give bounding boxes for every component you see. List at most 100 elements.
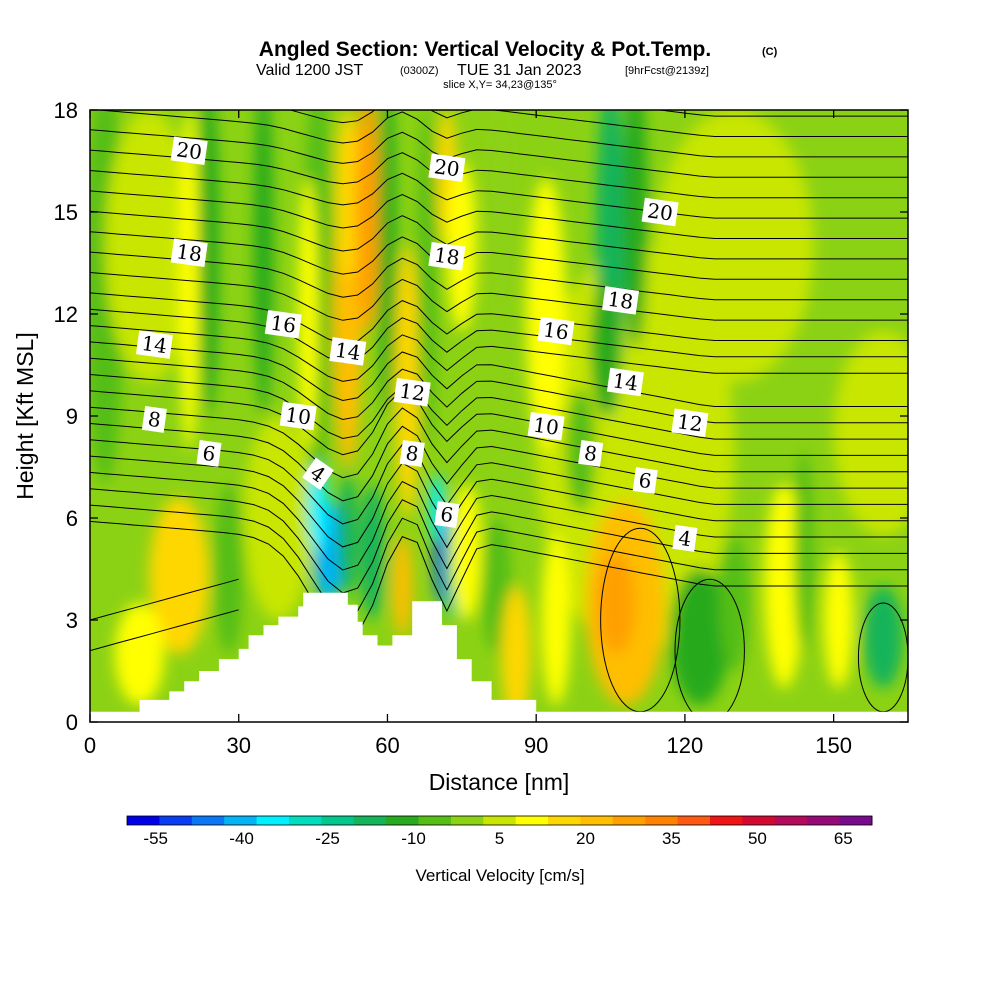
valid-time-zulu: (0300Z) xyxy=(400,65,439,77)
colorbar-tick-label: -55 xyxy=(143,829,168,848)
colorbar-swatch xyxy=(418,816,452,825)
w-up-lee-63 xyxy=(392,535,413,637)
colorbar-swatch xyxy=(224,816,258,825)
contour-label-text: 6 xyxy=(637,468,653,494)
theta-contour xyxy=(90,251,908,301)
contour-label-text: 10 xyxy=(284,402,313,429)
contour-label-text: 12 xyxy=(676,409,705,436)
theta-contour xyxy=(90,471,908,571)
colorbar-ticks: -55 -40 -25 -10 5 20 35 50 65 xyxy=(143,829,852,848)
y-tick-label: 12 xyxy=(54,302,78,327)
colorbar-tick-label: 20 xyxy=(576,829,595,848)
y-tick-label: 3 xyxy=(66,608,78,633)
contour-label-bg xyxy=(329,337,367,366)
theta-contour xyxy=(90,190,908,239)
colorbar-swatch xyxy=(515,816,549,825)
contour-label-text: 18 xyxy=(606,287,635,314)
theta-contour xyxy=(90,272,908,321)
colorbar-swatch xyxy=(256,816,290,825)
contour-label: 6 xyxy=(632,467,658,495)
forecast-info: [9hrFcst@2139z] xyxy=(625,65,709,77)
contour-label: 20 xyxy=(641,197,679,227)
theta-contour xyxy=(90,325,908,382)
x-tick-label: 0 xyxy=(84,733,96,758)
contour-label: 18 xyxy=(428,241,466,271)
colorbar-swatch xyxy=(612,816,646,825)
y-axis-label: Height [Kft MSL] xyxy=(12,332,38,499)
terrain-profile xyxy=(90,592,908,722)
theta-contour xyxy=(90,374,908,440)
contour-label-text: 4 xyxy=(677,526,693,552)
contour-label-text: 14 xyxy=(140,331,169,358)
theta-contour xyxy=(90,504,908,617)
contour-label-text: 20 xyxy=(646,198,675,225)
contour-label-text: 10 xyxy=(532,413,561,440)
colorbar-tick-label: 65 xyxy=(834,829,853,848)
theta-contour xyxy=(90,129,908,178)
valid-time-prefix: Valid 1200 JST xyxy=(256,62,364,79)
contour-label: 20 xyxy=(428,153,466,183)
colorbar-swatch xyxy=(580,816,614,825)
contour-label-text: 20 xyxy=(175,137,204,164)
colorbar-tick-label: -40 xyxy=(229,829,254,848)
contour-label-bg xyxy=(141,405,167,433)
colorbar xyxy=(126,815,873,826)
contour-label-bg xyxy=(537,316,575,346)
w-down-low-160 xyxy=(863,586,904,688)
colorbar-tick-label: 5 xyxy=(495,829,504,848)
theta-contour xyxy=(90,488,908,594)
contour-label: 18 xyxy=(601,286,640,315)
theta-contour xyxy=(90,231,908,280)
contour-label-text: 6 xyxy=(439,502,455,528)
colorbar-swatch xyxy=(839,816,873,825)
w-up-band-92 xyxy=(526,178,566,450)
contour-label-bg xyxy=(527,411,565,441)
vertical-velocity-field xyxy=(90,110,908,722)
w-down-low-123 xyxy=(670,569,730,705)
colorbar-frame xyxy=(126,815,873,826)
w-down-band-60 xyxy=(378,110,397,416)
contour-label-text: 14 xyxy=(334,338,363,365)
contour-label-text: 18 xyxy=(433,243,462,270)
contour-label-text: 16 xyxy=(542,317,571,344)
slice-info: slice X,Y= 34,23@135° xyxy=(443,79,557,91)
colorbar-swatch xyxy=(710,816,743,825)
colorbar-swatch xyxy=(127,816,160,825)
colorbar-swatch xyxy=(677,816,711,825)
contour-label-bg xyxy=(671,408,709,438)
w-up-low-151 xyxy=(823,552,854,688)
x-axis-ticks: 0 30 60 90 120 150 xyxy=(84,110,852,758)
theta-contour xyxy=(90,308,908,363)
contour-label-bg xyxy=(393,377,431,407)
colorbar-tick-label: -10 xyxy=(401,829,426,848)
w-up-low-94 xyxy=(541,535,571,705)
y-tick-label: 6 xyxy=(66,506,78,531)
contour-label: 12 xyxy=(671,408,709,438)
contour-label-text: 8 xyxy=(583,441,599,467)
colorbar-swatch xyxy=(353,816,387,825)
theta-contour xyxy=(90,423,908,502)
contour-label: 14 xyxy=(135,330,173,359)
w-up-top-52 xyxy=(335,110,361,280)
contour-label-text: 14 xyxy=(611,368,640,395)
valid-time-date: TUE 31 Jan 2023 xyxy=(457,62,582,79)
title-units: (C) xyxy=(762,46,778,58)
contour-label: 16 xyxy=(264,309,302,339)
colorbar-swatch xyxy=(774,816,808,825)
w-down-low-left xyxy=(213,484,244,654)
contour-label-bg xyxy=(601,286,640,315)
theta-contour xyxy=(90,406,908,479)
x-tick-label: 150 xyxy=(815,733,852,758)
colorbar-swatch xyxy=(159,816,193,825)
contour-label-bg xyxy=(135,330,173,359)
colorbar-swatch xyxy=(288,816,322,825)
colorbar-tick-label: 35 xyxy=(662,829,681,848)
chart-title: Angled Section: Vertical Velocity & Pot.… xyxy=(259,38,711,61)
contour-label-text: 18 xyxy=(175,239,204,266)
contour-label-text: 8 xyxy=(146,407,162,433)
contour-label: 16 xyxy=(537,316,575,346)
theta-contour xyxy=(90,455,908,548)
colorbar-swatch xyxy=(483,816,517,825)
